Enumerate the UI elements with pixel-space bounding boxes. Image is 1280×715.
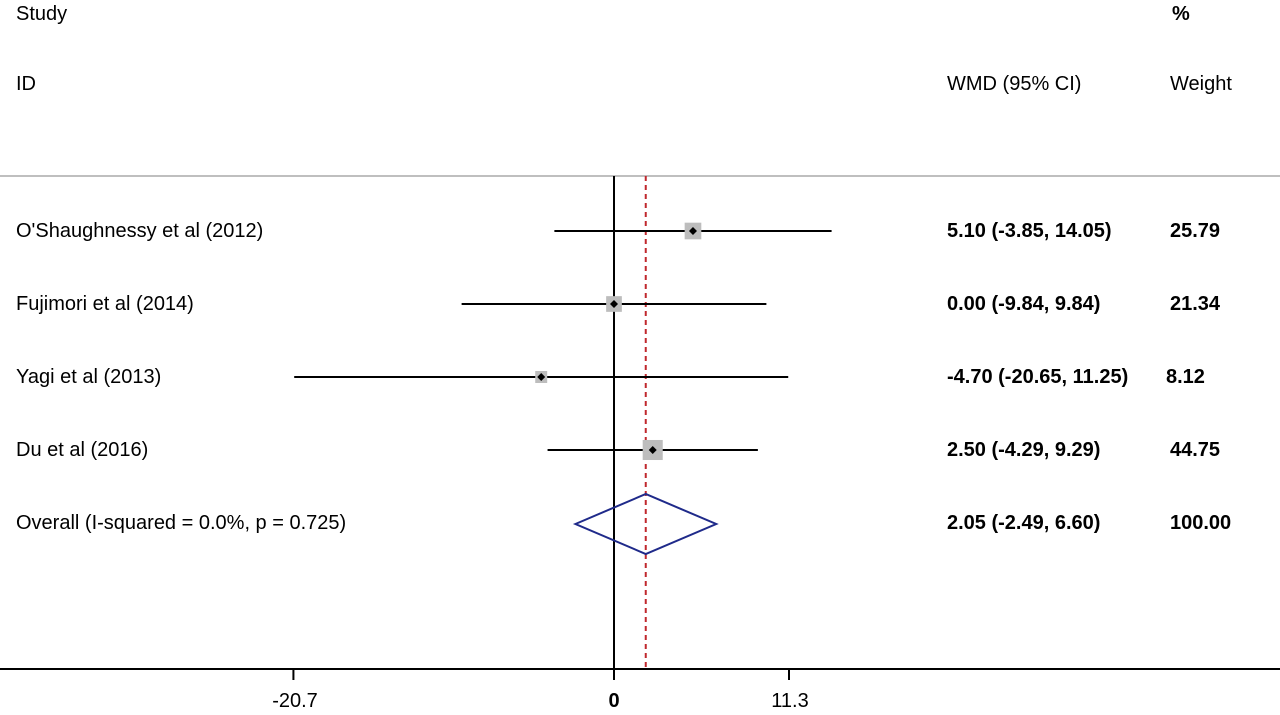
study-weight-text: 8.12 [1166,366,1205,388]
study-label: O'Shaughnessy et al (2012) [16,220,264,242]
study-point-marker [648,446,657,454]
study-ci-text: -4.70 (-20.65, 11.25) [947,366,1129,388]
id-header: ID [16,73,36,95]
study-label: Du et al (2016) [16,439,149,461]
study-point-marker [688,227,697,235]
study-header: Study [16,3,68,25]
x-tick-label: -20.7 [272,690,318,712]
x-tick-label: 0 [608,690,620,712]
study-label: Fujimori et al (2014) [16,293,194,315]
overall-weight-text: 100.00 [1170,512,1232,534]
weight-header: Weight [1170,73,1232,95]
effect-header: WMD (95% CI) [947,73,1082,95]
study-ci-text: 2.50 (-4.29, 9.29) [947,439,1101,461]
study-point-marker [610,300,618,308]
study-ci-text: 0.00 (-9.84, 9.84) [947,293,1101,315]
study-label: Yagi et al (2013) [16,366,162,388]
percent-header: % [1172,3,1190,25]
study-weight-text: 44.75 [1170,439,1221,461]
study-weight-text: 21.34 [1170,293,1221,315]
overall-diamond [572,492,719,556]
study-point-marker [537,373,546,381]
x-tick-label: 11.3 [771,690,809,712]
overall-ci-text: 2.05 (-2.49, 6.60) [947,512,1101,534]
study-weight-text: 25.79 [1170,220,1221,242]
study-ci-text: 5.10 (-3.85, 14.05) [947,220,1112,242]
overall-label: Overall (I-squared = 0.0%, p = 0.725) [16,512,347,534]
